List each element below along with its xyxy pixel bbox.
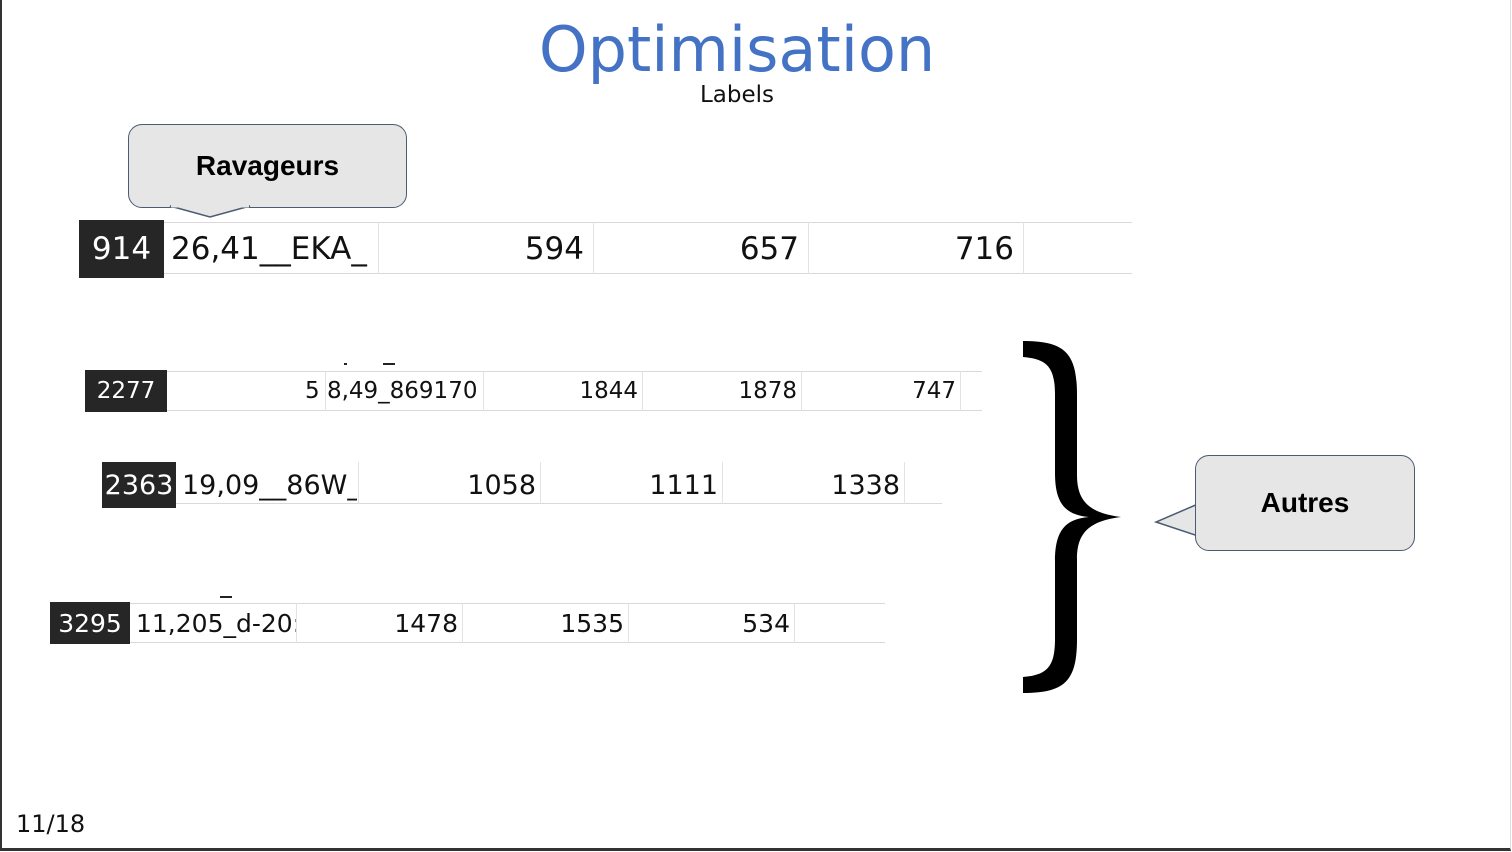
row-value: 1338 xyxy=(831,469,900,501)
table-row: 914 26,41__EKA_ 594 657 716 xyxy=(79,220,1132,278)
row-value: 1058 xyxy=(467,469,536,501)
fragment-mark xyxy=(383,363,395,365)
right-curly-brace-icon xyxy=(1023,341,1121,693)
row-value: 534 xyxy=(742,608,790,638)
callout-ravageurs: Ravageurs xyxy=(128,124,407,208)
row-value: 1535 xyxy=(560,608,624,638)
slide-title: Optimisation xyxy=(538,13,936,86)
page-number: 11/18 xyxy=(16,810,86,838)
row-label: 11,205_d-20: xyxy=(136,608,296,638)
callout-ravageurs-pointer xyxy=(169,204,251,218)
table-row: 2363 19,09__86W_ 1058 1111 1338 xyxy=(102,462,942,508)
row-value: 1844 xyxy=(579,378,638,404)
table-row: 3295 11,205_d-20: 1478 1535 534 xyxy=(50,602,885,644)
row-id: 914 xyxy=(79,220,164,278)
row-value: 657 xyxy=(739,231,799,267)
row-id: 3295 xyxy=(50,602,130,644)
callout-ravageurs-label: Ravageurs xyxy=(195,150,340,181)
callout-autres: Autres xyxy=(1195,455,1415,551)
row-label: 19,09__86W_ xyxy=(182,469,357,501)
row-label: 26,41__EKA_ xyxy=(171,231,367,267)
row-value: 747 xyxy=(912,378,956,404)
row-value: 1111 xyxy=(649,469,718,501)
row-id: 2363 xyxy=(102,462,176,508)
slide-subtitle: Labels xyxy=(699,82,775,108)
row-id: 2277 xyxy=(85,370,167,412)
row-value: 594 xyxy=(524,231,584,267)
row-value: 1878 xyxy=(738,378,797,404)
row-value: 716 xyxy=(954,231,1014,267)
table-row: 2277 5 8,49_869170 1844 1878 747 xyxy=(85,370,982,412)
fragment-mark xyxy=(344,363,347,365)
callout-autres-pointer xyxy=(1153,502,1200,538)
row-label: 5 8,49_869170 xyxy=(305,378,478,404)
fragment-mark xyxy=(220,596,232,598)
row-value: 1478 xyxy=(394,608,458,638)
callout-autres-label: Autres xyxy=(1260,487,1350,518)
